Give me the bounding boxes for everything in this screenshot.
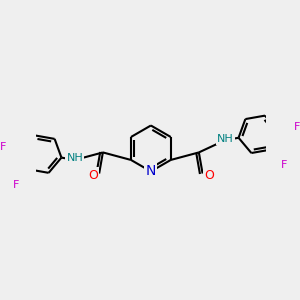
Text: NH: NH: [217, 134, 234, 144]
Text: F: F: [280, 160, 287, 170]
Text: O: O: [204, 169, 214, 182]
Text: O: O: [88, 169, 98, 182]
Text: NH: NH: [66, 153, 83, 164]
Text: N: N: [146, 164, 156, 178]
Text: F: F: [0, 142, 6, 152]
Text: F: F: [294, 122, 300, 132]
Text: F: F: [13, 180, 20, 190]
